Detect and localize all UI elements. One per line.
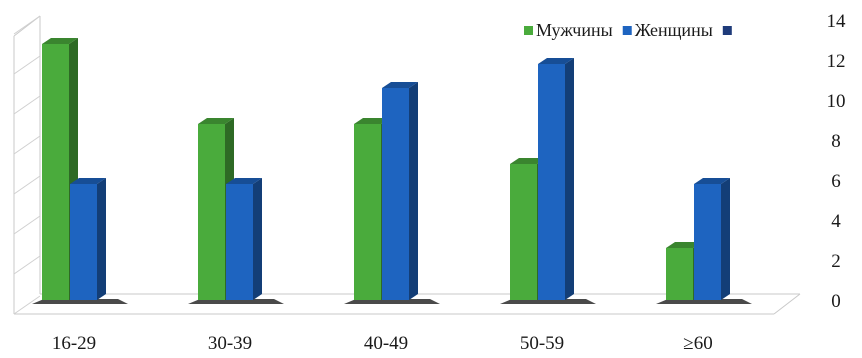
bar-front-1-1	[226, 184, 253, 300]
x-tick-label-2: 40-49	[364, 333, 408, 354]
bar-front-0-0	[42, 44, 69, 300]
y-axis: 0 2 4 6 8 10 12 14	[827, 11, 847, 312]
side-wall-tick-5	[13, 95, 41, 115]
bar-shadow-2	[344, 299, 440, 304]
bar-shadow-4	[656, 299, 752, 304]
bar-top-4-1	[694, 178, 730, 184]
y-tick-label-5: 10	[827, 91, 846, 112]
floor-right-edge	[773, 293, 801, 315]
legend-swatch-2	[722, 26, 732, 35]
bar-shadow-1	[188, 299, 284, 304]
bar-1-1	[226, 178, 262, 300]
side-wall-tick-1	[13, 255, 41, 275]
x-tick-label-0: 16-29	[52, 333, 96, 354]
bar-front-1-0	[198, 124, 225, 300]
bar-4-1	[694, 178, 730, 300]
legend-swatch-1	[622, 26, 632, 35]
y-tick-label-2: 4	[831, 211, 841, 232]
bar-3-1	[538, 58, 574, 300]
bar-1-0	[198, 118, 234, 300]
bar-2-1	[382, 82, 418, 300]
bar-top-3-1	[538, 58, 574, 64]
bar-top-0-1	[70, 178, 106, 184]
side-wall-tick-0	[13, 295, 41, 315]
x-tick-label-1: 30-39	[208, 333, 252, 354]
legend-label-1: Женщины	[635, 20, 713, 40]
legend: Мужчины Женщины	[524, 20, 732, 40]
bar-top-4-0	[666, 242, 702, 248]
bar-shadows	[32, 299, 752, 304]
x-tick-label-3: 50-59	[520, 333, 564, 354]
y-tick-label-4: 8	[831, 131, 841, 152]
y-tick-label-3: 6	[831, 171, 841, 192]
bar-0-1	[70, 178, 106, 300]
y-tick-label-7: 14	[827, 11, 847, 32]
bar-front-4-1	[694, 184, 721, 300]
bar-shadow-3	[500, 299, 596, 304]
bar-top-2-0	[354, 118, 390, 124]
x-tick-label-4: ≥60	[683, 333, 712, 354]
side-wall-tick-2	[13, 215, 41, 235]
bar-side-3-1	[565, 58, 574, 300]
legend-label-0: Мужчины	[536, 20, 613, 40]
y-tick-label-6: 12	[827, 51, 846, 72]
bar-front-3-1	[538, 64, 565, 300]
y-tick-label-1: 2	[831, 251, 841, 272]
bar-front-0-1	[70, 184, 97, 300]
bar-top-2-1	[382, 82, 418, 88]
bar-front-3-0	[510, 164, 537, 300]
bar-front-2-1	[382, 88, 409, 300]
legend-item-2	[722, 26, 732, 35]
bar-front-4-0	[666, 248, 693, 300]
y-tick-label-0: 0	[831, 291, 841, 312]
x-axis: 16-29 30-39 40-49 50-59 ≥60	[52, 333, 713, 354]
side-wall-ticks	[13, 15, 41, 315]
bar-side-1-1	[253, 178, 262, 300]
bar-top-0-0	[42, 38, 78, 44]
legend-swatch-0	[524, 26, 533, 35]
bar-shadow-0	[32, 299, 128, 304]
bar-top-1-0	[198, 118, 234, 124]
side-wall-tick-4	[13, 135, 41, 155]
bar-side-0-1	[97, 178, 106, 300]
bar-front-2-0	[354, 124, 381, 300]
side-wall-tick-6	[13, 55, 41, 75]
legend-item-0: Мужчины	[524, 20, 613, 40]
bars	[42, 38, 730, 300]
bar-side-2-1	[409, 82, 418, 300]
side-wall-tick-7	[13, 15, 41, 35]
bar-top-3-0	[510, 158, 546, 164]
legend-item-1: Женщины	[622, 20, 713, 40]
bar-side-4-1	[721, 178, 730, 300]
bar-top-1-1	[226, 178, 262, 184]
side-wall-tick-3	[13, 175, 41, 195]
